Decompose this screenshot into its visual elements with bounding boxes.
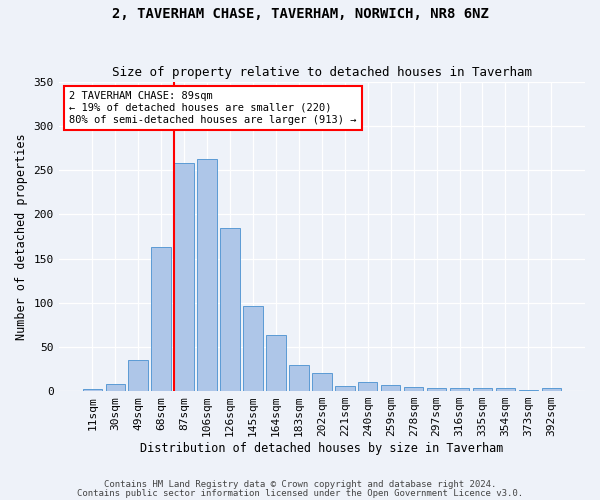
Bar <box>175 164 194 391</box>
Bar <box>197 159 217 391</box>
Text: Contains HM Land Registry data © Crown copyright and database right 2024.: Contains HM Land Registry data © Crown c… <box>104 480 496 489</box>
Bar <box>450 388 469 391</box>
Bar <box>404 386 424 391</box>
X-axis label: Distribution of detached houses by size in Taverham: Distribution of detached houses by size … <box>140 442 503 455</box>
Bar <box>128 360 148 391</box>
Text: 2, TAVERHAM CHASE, TAVERHAM, NORWICH, NR8 6NZ: 2, TAVERHAM CHASE, TAVERHAM, NORWICH, NR… <box>112 8 488 22</box>
Bar <box>312 374 332 391</box>
Bar <box>289 366 308 391</box>
Bar <box>427 388 446 391</box>
Bar <box>220 228 240 391</box>
Bar <box>358 382 377 391</box>
Bar <box>266 336 286 391</box>
Y-axis label: Number of detached properties: Number of detached properties <box>15 134 28 340</box>
Bar <box>496 388 515 391</box>
Text: 2 TAVERHAM CHASE: 89sqm
← 19% of detached houses are smaller (220)
80% of semi-d: 2 TAVERHAM CHASE: 89sqm ← 19% of detache… <box>69 92 356 124</box>
Bar <box>473 388 492 391</box>
Bar <box>83 390 102 391</box>
Bar <box>106 384 125 391</box>
Bar <box>335 386 355 391</box>
Bar <box>381 385 400 391</box>
Bar <box>518 390 538 391</box>
Title: Size of property relative to detached houses in Taverham: Size of property relative to detached ho… <box>112 66 532 80</box>
Bar <box>243 306 263 391</box>
Text: Contains public sector information licensed under the Open Government Licence v3: Contains public sector information licen… <box>77 489 523 498</box>
Bar <box>151 247 171 391</box>
Bar <box>542 388 561 391</box>
